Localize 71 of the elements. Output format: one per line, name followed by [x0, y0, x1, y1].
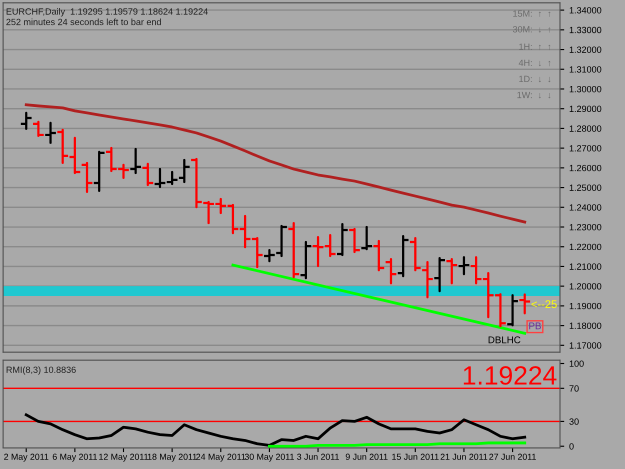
- y-tick-label: 1.22000: [570, 244, 602, 250]
- x-tick-label: 12 May 2011: [99, 454, 148, 462]
- annotation: 1H: ↑ ↑: [519, 44, 550, 50]
- candlestick: [361, 226, 372, 250]
- annotation: 4H: ↓ ↑: [518, 60, 550, 66]
- candlestick: [264, 248, 275, 262]
- candlestick: [422, 260, 433, 298]
- x-tick-label: 15 Jun 2011: [392, 454, 439, 460]
- candlestick: [276, 224, 287, 258]
- annotation: 1D: ↓ ↓: [519, 76, 550, 82]
- y-tick-label: 1.17000: [570, 342, 602, 349]
- x-tick-label: 6 May 2011: [52, 454, 97, 462]
- candlestick: [130, 148, 142, 174]
- candlestick: [386, 258, 396, 284]
- y-tick-label: 0: [569, 443, 574, 450]
- y-tick-label: 1.19000: [570, 302, 602, 310]
- y-tick-label: 100: [570, 360, 584, 367]
- annotation: 15M: ↑ ↑: [513, 10, 550, 17]
- text: RMI(8,3) 10.8836: [6, 366, 76, 375]
- y-tick-label: 1.25000: [570, 184, 602, 191]
- candlestick: [507, 294, 518, 326]
- candlestick: [519, 293, 530, 314]
- candlestick: [434, 257, 445, 292]
- candlestick: [398, 234, 409, 278]
- candlestick: [446, 258, 458, 284]
- candlestick: [288, 222, 300, 278]
- candlestick: [349, 228, 360, 254]
- y-tick-label: 1.29000: [570, 106, 602, 112]
- y-tick-label: 1.24000: [570, 204, 602, 211]
- x-tick-label: 3 Jun 2011: [297, 454, 339, 460]
- x-tick-label: 9 Jun 2011: [346, 454, 388, 460]
- candlestick: [410, 236, 421, 272]
- y-tick-label: 1.27000: [570, 145, 602, 152]
- x-tick-label: 18 May 2011: [148, 454, 197, 462]
- x-tick-label: 21 Jun 2011: [440, 454, 488, 460]
- candlestick: [33, 120, 44, 138]
- x-tick-label: 30 May 2011: [244, 454, 294, 462]
- x-tick-label: 2 May 2011: [4, 454, 48, 462]
- y-tick-label: 1.33000: [570, 26, 602, 34]
- annotation: 1.19224: [464, 366, 556, 385]
- annotation: 30M: ↓ ↑: [512, 26, 550, 33]
- y-tick-label: 1.30000: [570, 86, 602, 92]
- y-tick-label: 1.21000: [570, 263, 602, 270]
- line-series: [24, 413, 526, 447]
- candlestick: [300, 240, 312, 280]
- annotation: DBLHC: [488, 336, 520, 344]
- candlestick: [45, 122, 56, 144]
- candlestick: [142, 162, 154, 186]
- y-tick-label: 1.26000: [570, 164, 602, 172]
- y-tick-label: 1.23000: [570, 224, 602, 230]
- annotation: PB: [529, 322, 541, 330]
- y-tick-label: 1.32000: [570, 46, 602, 53]
- y-tick-label: 70: [569, 385, 579, 392]
- x-tick-label: 27 Jun 2011: [489, 454, 536, 460]
- candlestick: [82, 162, 92, 194]
- candlestick: [20, 112, 32, 130]
- y-tick-label: 1.18000: [570, 322, 602, 329]
- annotation: 1W: ↓ ↓: [517, 92, 550, 98]
- candlestick: [458, 256, 470, 276]
- y-tick-label: 1.31000: [570, 66, 602, 73]
- candlestick: [373, 240, 384, 272]
- text: <--25: [532, 300, 557, 308]
- y-tick-label: 1.20000: [570, 283, 602, 290]
- text: 252 minutes 24 seconds left to bar end: [6, 18, 161, 26]
- text: EURCHF,Daily 1.19295 1.19579 1.18624 1.19224: [6, 8, 208, 16]
- y-tick-label: 1.28000: [570, 125, 602, 132]
- line-series: [24, 103, 526, 224]
- x-tick-label: 24 May 2011: [196, 454, 246, 462]
- y-tick-label: 1.34000: [570, 7, 602, 14]
- y-tick-label: 30: [569, 418, 579, 425]
- candlestick: [178, 158, 190, 184]
